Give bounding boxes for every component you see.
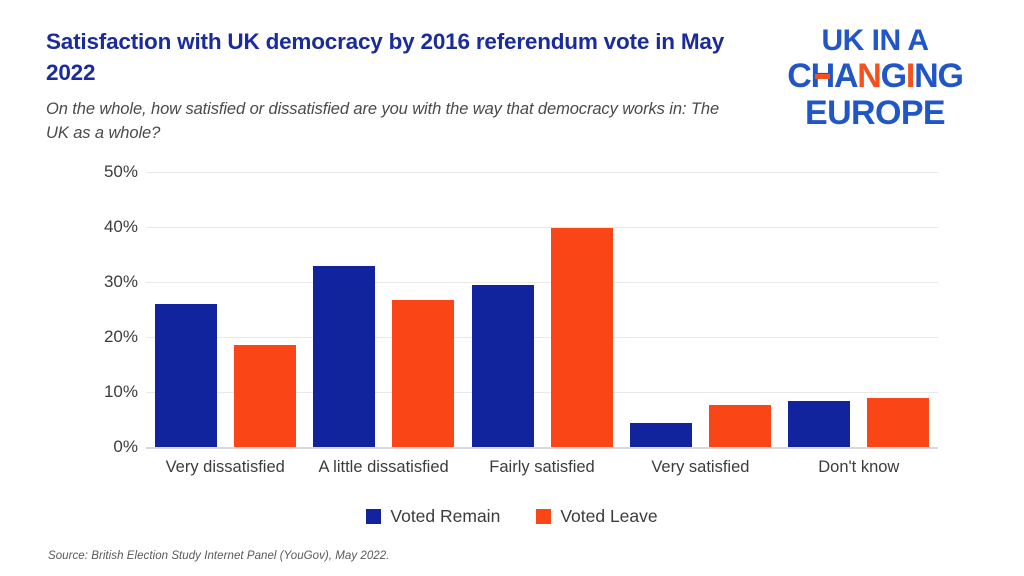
bar-voted-remain	[788, 401, 851, 447]
legend-item[interactable]: Voted Leave	[536, 506, 658, 527]
bar-voted-remain	[471, 284, 534, 447]
bar-voted-leave	[392, 300, 455, 447]
y-axis: 0% 10% 20% 30% 40% 50%	[60, 160, 138, 460]
logo-line-3: EUROPE	[805, 94, 946, 132]
bar-voted-leave	[708, 404, 771, 447]
logo-glyph-i-accent: I	[905, 57, 915, 95]
bar-voted-remain	[154, 304, 217, 447]
bar-voted-leave	[233, 345, 296, 447]
legend-swatch-icon	[536, 509, 552, 524]
bar-voted-remain	[313, 265, 376, 447]
x-axis-tick-label: Very satisfied	[651, 458, 750, 476]
gridline	[146, 337, 938, 338]
logo-glyph-a: A	[833, 57, 859, 95]
logo-line-1: UK IN A	[821, 24, 929, 57]
x-axis: Very dissatisfied A little dissatisfied Fa…	[146, 458, 938, 484]
x-axis-tick-label: Don't know	[818, 458, 900, 476]
gridline	[146, 172, 938, 173]
chart-subtitle: On the whole, how satisfied or dissatisf…	[46, 100, 720, 142]
logo-glyph-n2: N	[914, 57, 939, 95]
uk-in-a-changing-europe-logo: UK IN A CH ANGING EUROPE	[770, 24, 980, 132]
gridline	[146, 282, 938, 283]
chart-header: Satisfaction with UK democracy by 2016 r…	[46, 26, 746, 145]
bar-voted-leave	[550, 228, 613, 447]
logo-glyph-n-accent: N	[857, 57, 882, 95]
gridlines	[146, 0, 938, 576]
legend-swatch-icon	[366, 509, 382, 524]
y-axis-tick-label: 40%	[103, 217, 138, 236]
x-axis-tick-label: A little dissatisfied	[318, 458, 449, 476]
bars-layer	[146, 0, 938, 576]
y-axis-tick-label: 30%	[103, 272, 138, 291]
legend-label: Voted Leave	[560, 506, 658, 526]
logo-glyph-c: C	[787, 57, 812, 95]
logo-line-2: CH ANGING	[770, 59, 980, 93]
bar-voted-remain	[629, 422, 692, 447]
x-axis-tick-label: Very dissatisfied	[165, 458, 285, 476]
y-axis-tick-label: 50%	[103, 162, 138, 181]
y-axis-tick-label: 10%	[103, 382, 138, 401]
y-axis-tick-label: 20%	[103, 327, 138, 346]
logo-glyph-h: H	[811, 59, 836, 93]
logo-glyph-g1: G	[880, 57, 907, 95]
gridline	[146, 227, 938, 228]
x-axis-tick-label: Fairly satisfied	[489, 458, 595, 476]
logo-glyph-g2: G	[937, 57, 964, 95]
logo-h-crossbar-accent	[814, 74, 830, 79]
gridline	[146, 392, 938, 393]
gridline	[146, 447, 938, 449]
y-axis-tick-label: 0%	[113, 437, 138, 456]
bar-voted-leave	[867, 398, 930, 447]
page-title: Satisfaction with UK democracy by 2016 r…	[46, 29, 725, 86]
legend-label: Voted Remain	[390, 506, 501, 526]
legend-item[interactable]: Voted Remain	[366, 506, 500, 527]
chart-legend: Voted Remain Voted Leave	[0, 506, 1024, 527]
source-note: Source: British Election Study Internet …	[48, 550, 390, 562]
